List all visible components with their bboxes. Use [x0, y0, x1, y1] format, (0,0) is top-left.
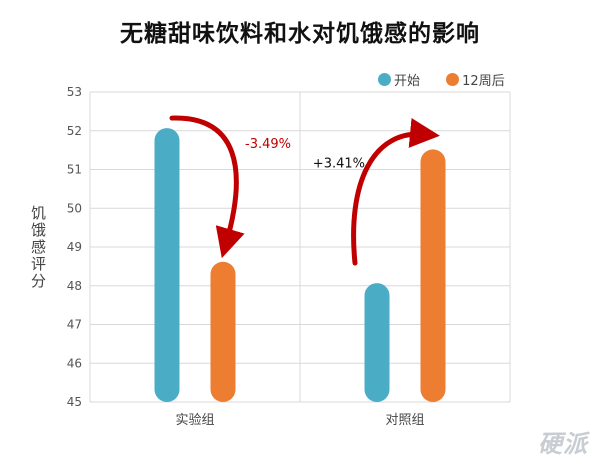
y-tick-label-4: 49: [67, 240, 82, 254]
legend-swatch-start: [378, 73, 391, 86]
legend-item-12weeks: 12周后: [446, 70, 505, 89]
y-tick-label-8: 53: [67, 85, 82, 99]
y-tick-label-6: 51: [67, 163, 82, 177]
y-tick-label-5: 50: [67, 201, 82, 215]
annotation-change-experimental: -3.49%: [245, 137, 291, 152]
decrease-arrow: [169, 115, 245, 259]
y-tick-label-2: 47: [67, 318, 82, 332]
bar-start-experimental: [154, 128, 180, 402]
watermark-logo: 硬派: [538, 430, 588, 458]
bar-start-control: [364, 283, 390, 402]
annotation-change-control: +3.41%: [313, 156, 365, 171]
y-tick-label-1: 46: [67, 356, 82, 370]
increase-arrow: [351, 118, 440, 266]
bar-12weeks-control: [420, 149, 446, 402]
bar-12weeks-experimental: [210, 261, 236, 402]
y-tick-label-3: 48: [67, 279, 82, 293]
y-tick-label-0: 45: [67, 395, 82, 409]
y-tick-label-7: 52: [67, 124, 82, 138]
legend: 开始 12周后: [378, 70, 527, 90]
legend-label-start: 开始: [394, 74, 421, 89]
y-axis-label: 饥饿感评分: [29, 205, 47, 290]
chart-title: 无糖甜味饮料和水对饥饿感的影响: [120, 21, 480, 47]
legend-label-12weeks: 12周后: [462, 74, 505, 89]
x-tick-label-experimental: 实验组: [175, 412, 214, 428]
x-tick-label-control: 对照组: [385, 413, 424, 428]
legend-swatch-12weeks: [446, 73, 460, 86]
legend-item-start: 开始: [378, 70, 420, 89]
